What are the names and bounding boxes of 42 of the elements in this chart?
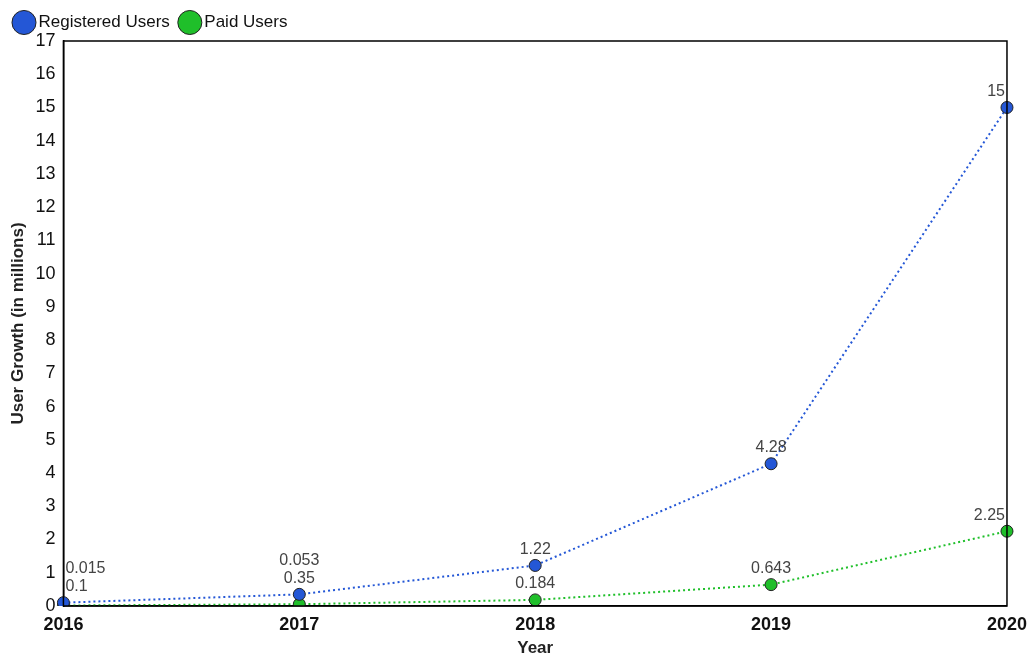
- y-tick-label: 0: [45, 594, 56, 615]
- y-tick-label: 7: [45, 362, 56, 383]
- point: [764, 457, 778, 471]
- y-tick-label: 17: [35, 29, 56, 50]
- data-label: 0.35: [283, 568, 315, 586]
- y-axis-title: User Growth (in millions): [7, 222, 27, 425]
- point: [528, 558, 542, 572]
- y-tick-label: 9: [45, 295, 56, 316]
- y-tick-label: 10: [35, 262, 56, 283]
- y-tick-label: 8: [45, 329, 56, 350]
- y-tick-label: 15: [35, 96, 56, 117]
- y-tick-label: 12: [35, 196, 56, 217]
- x-axis-title: Year: [517, 638, 554, 658]
- x-tick-label: 2018: [515, 613, 556, 634]
- data-label: 0.184: [515, 574, 556, 592]
- x-tick-label: 2016: [43, 613, 84, 634]
- x-tick-label: 2020: [986, 613, 1027, 634]
- x-tick-label: 2017: [279, 613, 320, 634]
- data-label: 0.1: [65, 577, 88, 595]
- data-label: 4.28: [755, 438, 787, 456]
- point: [764, 578, 778, 592]
- y-tick-label: 6: [45, 395, 56, 416]
- y-tick-label: 4: [45, 462, 56, 483]
- y-tick-label: 13: [35, 162, 56, 183]
- y-tick-label: 16: [35, 63, 56, 84]
- point: [528, 593, 542, 606]
- legend-label: Registered Users: [38, 12, 170, 32]
- data-label: 0.053: [279, 550, 320, 568]
- x-tick-label: 2019: [751, 613, 792, 634]
- data-label: 15: [987, 81, 1006, 99]
- data-label: 0.643: [751, 559, 792, 577]
- y-tick-label: 1: [45, 561, 56, 582]
- y-tick-label: 11: [36, 229, 56, 250]
- data-label: 0.015: [65, 559, 106, 577]
- y-tick-label: 2: [45, 528, 56, 549]
- y-tick-label: 3: [45, 495, 56, 516]
- legend-label: Paid Users: [204, 12, 288, 32]
- point: [292, 587, 306, 601]
- data-label: 1.22: [519, 539, 551, 557]
- data-label: 2.25: [973, 505, 1006, 523]
- y-tick-label: 5: [45, 428, 56, 449]
- y-tick-label: 14: [35, 129, 56, 150]
